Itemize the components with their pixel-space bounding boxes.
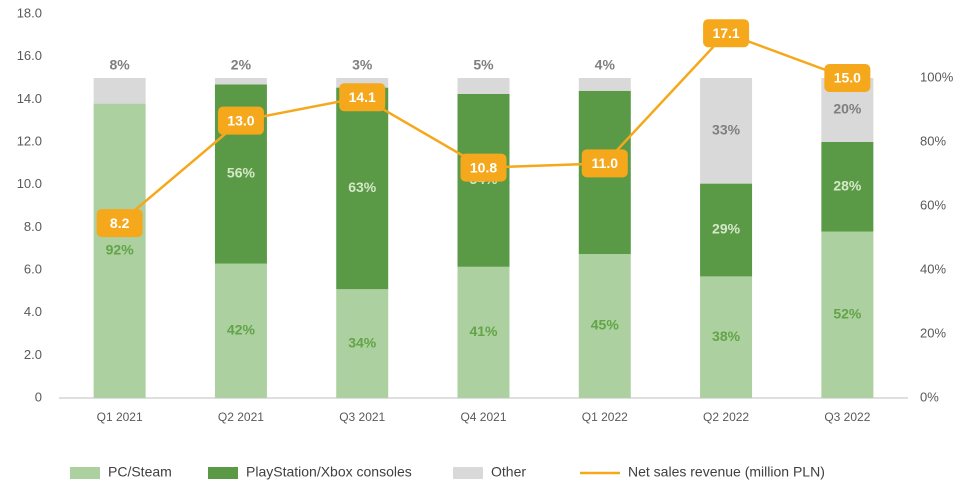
bar-segment — [214, 78, 267, 85]
data-label: 15.0 — [834, 70, 861, 86]
data-label: 14.1 — [349, 89, 376, 105]
bar-segment — [457, 78, 510, 94]
legend-label: PlayStation/Xbox consoles — [246, 464, 412, 480]
bar-segment — [578, 78, 631, 91]
line-marker — [824, 64, 871, 92]
y-tick-label: 10.0 — [17, 176, 42, 191]
line-marker — [217, 106, 264, 135]
bar-segment — [700, 78, 753, 184]
data-label: 28% — [833, 178, 862, 194]
y-tick-label: 6.0 — [24, 261, 42, 276]
x-tick-label: Q4 2021 — [460, 410, 506, 424]
bar-segment — [214, 263, 267, 398]
data-label: 38% — [712, 328, 741, 344]
bar-segment — [821, 142, 874, 232]
data-label: 17.1 — [712, 25, 739, 41]
y-tick-label: 18.0 — [17, 5, 42, 20]
data-label: 33% — [712, 122, 741, 138]
x-tick-label: Q2 2022 — [703, 410, 749, 424]
data-label: 41% — [469, 323, 498, 339]
data-label: 42% — [227, 322, 256, 338]
data-label: 92% — [106, 242, 135, 258]
data-label: 20% — [833, 101, 862, 117]
line-marker — [339, 83, 386, 112]
y-tick-label: 0 — [35, 389, 42, 404]
y2-tick-label: 0% — [920, 389, 939, 404]
data-label: 34% — [348, 334, 377, 350]
data-label: 63% — [348, 179, 377, 195]
legend-label: PC/Steam — [108, 464, 172, 480]
line-marker — [96, 209, 143, 238]
data-label: 8% — [110, 57, 131, 73]
bar-segment — [578, 254, 631, 398]
y-tick-label: 2.0 — [24, 347, 42, 362]
data-label: 45% — [591, 317, 620, 333]
bar-segment — [700, 276, 753, 398]
data-label: 8.2 — [110, 215, 130, 231]
data-label: 5% — [473, 57, 494, 73]
bar-segment — [700, 183, 753, 277]
bar-segment — [336, 78, 389, 88]
x-tick-label: Q3 2022 — [824, 410, 870, 424]
bar-segment — [93, 78, 146, 104]
legend-swatch — [453, 467, 483, 479]
y2-tick-label: 100% — [920, 69, 954, 84]
y2-tick-label: 60% — [920, 197, 946, 212]
bar-segment — [336, 289, 389, 398]
y-tick-label: 8.0 — [24, 219, 42, 234]
legend-label: Net sales revenue (million PLN) — [628, 464, 825, 480]
bar-segment — [93, 103, 146, 398]
line-marker — [460, 153, 507, 182]
y2-tick-label: 80% — [920, 133, 946, 148]
bar-segment — [457, 266, 510, 398]
data-label: 29% — [712, 221, 741, 237]
legend-label: Other — [491, 464, 526, 480]
data-label: 52% — [833, 306, 862, 322]
x-tick-label: Q1 2022 — [582, 410, 628, 424]
legend-swatch — [208, 467, 238, 479]
data-label: 10.8 — [470, 159, 497, 175]
y-tick-label: 12.0 — [17, 133, 42, 148]
bar-segment — [821, 231, 874, 398]
y-tick-label: 16.0 — [17, 48, 42, 63]
y-tick-label: 14.0 — [17, 91, 42, 106]
bar-segment — [336, 87, 389, 290]
y2-tick-label: 20% — [920, 325, 946, 340]
y2-tick-label: 40% — [920, 261, 946, 276]
line-marker — [703, 19, 750, 48]
data-label: 13.0 — [227, 112, 254, 128]
x-tick-label: Q1 2021 — [97, 410, 143, 424]
data-label: 56% — [227, 165, 256, 181]
x-tick-label: Q2 2021 — [218, 410, 264, 424]
x-tick-label: Q3 2021 — [339, 410, 385, 424]
data-label: 2% — [231, 57, 252, 73]
data-label: 3% — [352, 57, 373, 73]
data-label: 11.0 — [592, 155, 619, 171]
legend-swatch — [70, 467, 100, 479]
y-tick-label: 4.0 — [24, 304, 42, 319]
line-marker — [581, 149, 628, 178]
data-label: 4% — [595, 57, 616, 73]
